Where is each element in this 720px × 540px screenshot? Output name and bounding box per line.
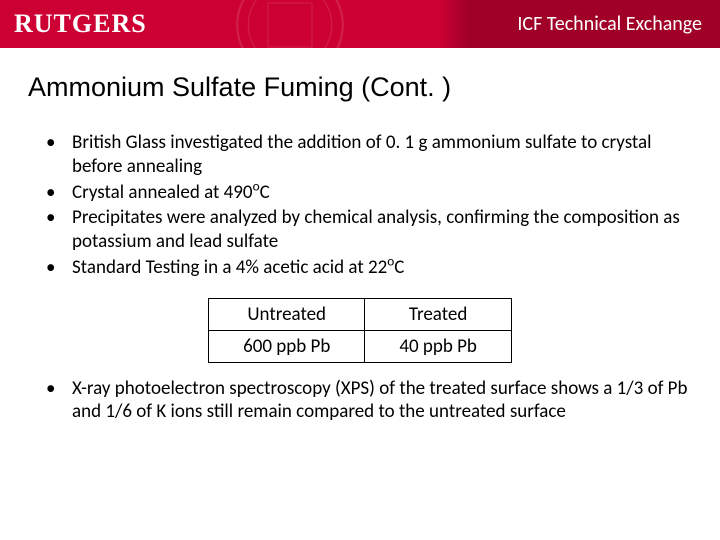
table-header-cell: Treated xyxy=(365,298,512,330)
table-cell: 600 ppb Pb xyxy=(209,330,365,362)
bullet-item: Standard Testing in a 4% acetic acid at … xyxy=(46,256,692,280)
table-cell: 40 ppb Pb xyxy=(365,330,512,362)
logo-text: RUTGERS xyxy=(0,9,147,39)
slide-content: Ammonium Sulfate Fuming (Cont. ) British… xyxy=(0,48,720,424)
bullet-item: Precipitates were analyzed by chemical a… xyxy=(46,206,692,254)
bullet-list-bottom: X-ray photoelectron spectroscopy (XPS) o… xyxy=(28,377,692,425)
bullet-item: X-ray photoelectron spectroscopy (XPS) o… xyxy=(46,377,692,425)
table-header-row: Untreated Treated xyxy=(209,298,512,330)
results-table: Untreated Treated 600 ppb Pb 40 ppb Pb xyxy=(208,298,512,363)
slide-title: Ammonium Sulfate Fuming (Cont. ) xyxy=(28,72,692,103)
table-header-cell: Untreated xyxy=(209,298,365,330)
header-band: RUTGERS ICF Technical Exchange xyxy=(0,0,720,48)
table-row: 600 ppb Pb 40 ppb Pb xyxy=(209,330,512,362)
bullet-item: British Glass investigated the addition … xyxy=(46,131,692,179)
header-title: ICF Technical Exchange xyxy=(517,12,702,36)
bullet-item: Crystal annealed at 490oC xyxy=(46,181,692,205)
bullet-list-top: British Glass investigated the addition … xyxy=(28,131,692,280)
